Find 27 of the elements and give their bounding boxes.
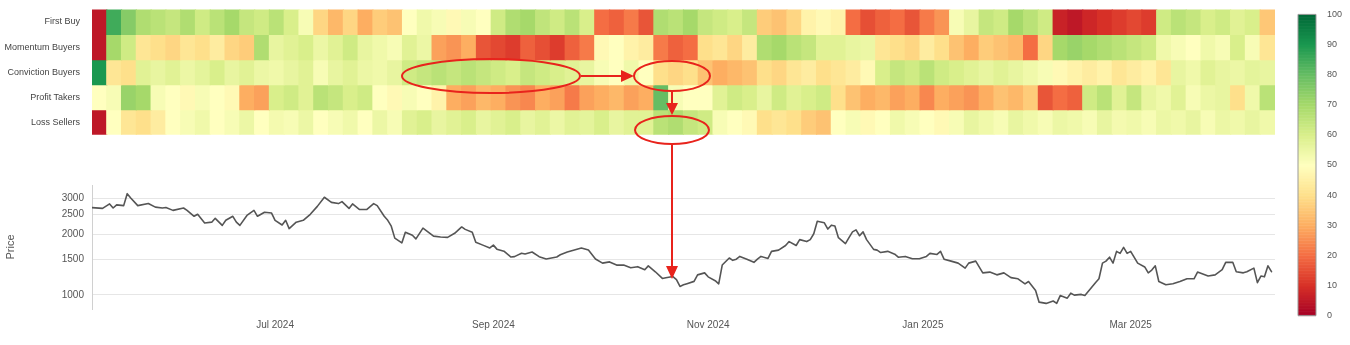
color-bar-label: 20 xyxy=(1327,249,1338,260)
x-tick-label: Jul 2024 xyxy=(256,318,295,330)
color-bar-label: 90 xyxy=(1327,39,1338,49)
y-tick-label: Momentum Buyers xyxy=(4,41,81,52)
color-bar-label: 60 xyxy=(1327,129,1338,140)
color-bar-label: 0 xyxy=(1327,310,1333,321)
color-bar-label: 100 xyxy=(1327,8,1343,19)
x-tick-label: Sep 2024 xyxy=(471,318,516,330)
color-bar-label: 10 xyxy=(1327,279,1338,290)
x-tick-label: Mar 2025 xyxy=(1109,318,1153,330)
color-bar-label: 40 xyxy=(1327,189,1338,200)
y-tick-label: 1500 xyxy=(61,252,85,264)
y-tick-label: Profit Takers xyxy=(30,91,81,102)
y-tick-label: 2500 xyxy=(61,208,85,220)
color-bar-label: 30 xyxy=(1327,219,1338,230)
y-tick-label: Conviction Buyers xyxy=(7,66,81,77)
y-tick-label: First Buy xyxy=(44,16,81,27)
y-tick-label: 2000 xyxy=(61,227,85,239)
y-axis-title: Price xyxy=(3,234,16,260)
color-bar-label: 50 xyxy=(1327,159,1338,170)
color-bar-label: 80 xyxy=(1327,69,1338,80)
x-tick-label: Nov 2024 xyxy=(686,318,730,330)
x-tick-label: Jan 2025 xyxy=(902,318,944,330)
y-tick-label: Loss Sellers xyxy=(30,116,81,127)
y-tick-label: 3000 xyxy=(61,192,85,204)
y-tick-label: 1000 xyxy=(61,288,85,300)
color-bar-label: 70 xyxy=(1327,99,1338,110)
